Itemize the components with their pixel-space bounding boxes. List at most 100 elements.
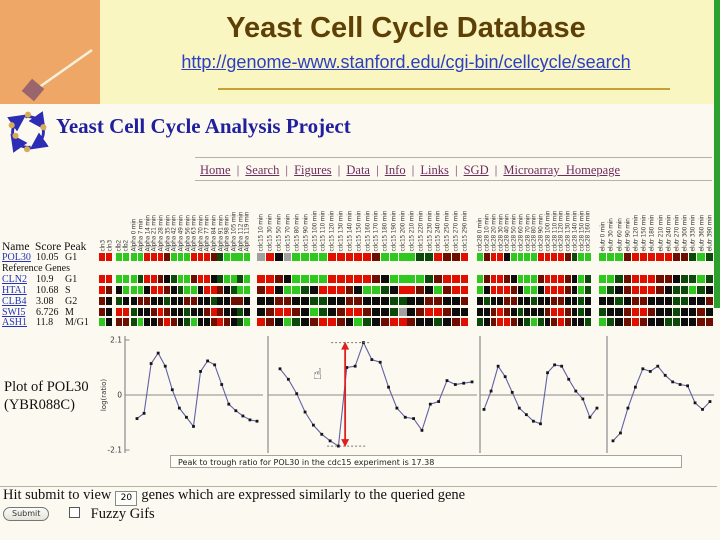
heatmap-cell xyxy=(230,318,237,327)
heatmap-cell xyxy=(170,296,177,305)
gene-count-input[interactable] xyxy=(115,490,138,506)
fuzzy-gifs-checkbox[interactable] xyxy=(69,507,81,518)
heatmap-cell xyxy=(274,307,283,316)
heatmap-cell xyxy=(705,253,713,261)
heatmap-cell xyxy=(416,274,425,283)
gene-score: 3.08 xyxy=(36,295,54,307)
heatmap-cell xyxy=(336,318,345,327)
nav-link-microarray_homepage[interactable]: Microarray_Homepage xyxy=(503,163,620,177)
data-point xyxy=(278,367,282,371)
nav-link-data[interactable]: Data xyxy=(346,163,370,177)
heatmap-cell xyxy=(451,296,460,305)
heatmap-cell xyxy=(631,296,640,305)
nav-link-info[interactable]: Info xyxy=(384,163,406,177)
data-point xyxy=(378,360,382,364)
heatmap-cell xyxy=(517,318,524,327)
heatmap-cell xyxy=(99,253,106,261)
heatmap-cell xyxy=(217,296,224,305)
gene-link-hta1[interactable]: HTA1 xyxy=(2,284,27,296)
nav-link-sgd[interactable]: SGD xyxy=(463,163,489,177)
data-point xyxy=(539,422,542,426)
gene-link-cln2[interactable]: CLN2 xyxy=(2,273,27,285)
data-point xyxy=(295,392,299,396)
heatmap-cell xyxy=(517,307,524,316)
heatmap-cell xyxy=(434,296,442,305)
heatmap-cell xyxy=(681,285,689,294)
data-point xyxy=(656,364,660,368)
heatmap-cell xyxy=(150,285,157,294)
heatmap-cell xyxy=(170,274,177,283)
heatmap-cell xyxy=(664,274,672,283)
gene-link-swi5[interactable]: SWI5 xyxy=(2,306,26,318)
heatmap-cell xyxy=(345,285,354,294)
heatmap-cell xyxy=(451,318,460,327)
heatmap-cell xyxy=(372,253,380,261)
heatmap-cell xyxy=(345,318,354,327)
heatmap-cell xyxy=(631,274,640,283)
nav-link-home[interactable]: Home xyxy=(200,163,231,177)
heatmap-cell xyxy=(224,307,230,316)
data-point xyxy=(663,373,667,377)
heatmap-cell xyxy=(257,274,265,283)
heatmap-cell xyxy=(237,307,244,316)
heatmap-col-label: cdc15 10 min xyxy=(257,213,265,251)
heatmap-cell xyxy=(283,318,292,327)
heatmap-cell xyxy=(122,296,129,305)
gene-link-ash1[interactable]: ASH1 xyxy=(2,317,28,329)
heatmap-cell xyxy=(115,307,122,316)
heatmap-cell xyxy=(157,253,164,261)
heatmap-col-label: Alpha 7 min xyxy=(137,218,145,251)
heatmap-col-label: cdc15 250 min xyxy=(443,210,451,251)
gene-score: 11.8 xyxy=(36,317,54,329)
heatmap-cell xyxy=(497,253,504,261)
database-url-link[interactable]: http://genome-www.stanford.edu/cgi-bin/c… xyxy=(181,52,631,72)
heatmap-cell xyxy=(615,296,623,305)
divider xyxy=(195,180,712,181)
heatmap-cell xyxy=(504,318,510,327)
nav-link-figures[interactable]: Figures xyxy=(294,163,332,177)
data-point xyxy=(213,363,217,367)
heatmap-cell xyxy=(531,318,537,327)
heatmap-cell xyxy=(442,274,451,283)
ratio-arrow-head-top xyxy=(341,341,350,350)
heatmap-cell xyxy=(274,285,283,294)
heatmap-cell xyxy=(265,253,274,261)
nav-separator: | xyxy=(491,163,501,177)
series-line-cdc28 xyxy=(483,364,598,425)
fuzzy-gifs-label: Fuzzy Gifs xyxy=(90,506,155,522)
heatmap-cell xyxy=(257,307,265,316)
heatmap-cell xyxy=(544,318,551,327)
title-banner xyxy=(100,0,720,104)
nav-link-search[interactable]: Search xyxy=(245,163,280,177)
cell-cycle-logo-icon xyxy=(7,111,49,153)
heatmap-cell xyxy=(292,318,301,327)
heatmap-header-peak: Peak xyxy=(64,241,87,253)
gene-link-pol30[interactable]: POL30 xyxy=(2,252,31,263)
nav-separator: | xyxy=(451,163,461,177)
heatmap-cell xyxy=(607,296,615,305)
data-point xyxy=(156,351,160,355)
nav-link-links[interactable]: Links xyxy=(420,163,449,177)
heatmap-cell xyxy=(490,307,497,316)
heatmap-col-label: cdc15 230 min xyxy=(426,210,434,251)
nav-bar: Home | Search | Figures | Data | Info | … xyxy=(130,163,690,178)
heatmap-cell xyxy=(656,296,664,305)
heatmap-cell xyxy=(537,307,544,316)
heatmap-col-label: elutr 210 min xyxy=(657,214,664,251)
submit-button[interactable]: Submit xyxy=(3,507,50,521)
divider xyxy=(0,486,717,487)
heatmap-header-name: Name xyxy=(2,241,30,253)
heatmap-cell xyxy=(380,253,389,261)
heatmap-cell xyxy=(504,253,510,261)
gene-link-clb4[interactable]: CLB4 xyxy=(2,295,27,307)
heatmap-cell xyxy=(656,318,664,327)
ratio-note-box: Peak to trough ratio for POL30 in the cd… xyxy=(170,455,682,468)
heatmap-cell xyxy=(615,274,623,283)
heatmap-col-label: cln3 xyxy=(99,239,107,251)
heatmap-cell xyxy=(537,296,544,305)
heatmap-cell xyxy=(571,285,578,294)
heatmap-cell xyxy=(204,274,210,283)
heatmap-cell xyxy=(510,318,517,327)
heatmap-cell xyxy=(184,274,190,283)
heatmap-cell xyxy=(372,307,380,316)
